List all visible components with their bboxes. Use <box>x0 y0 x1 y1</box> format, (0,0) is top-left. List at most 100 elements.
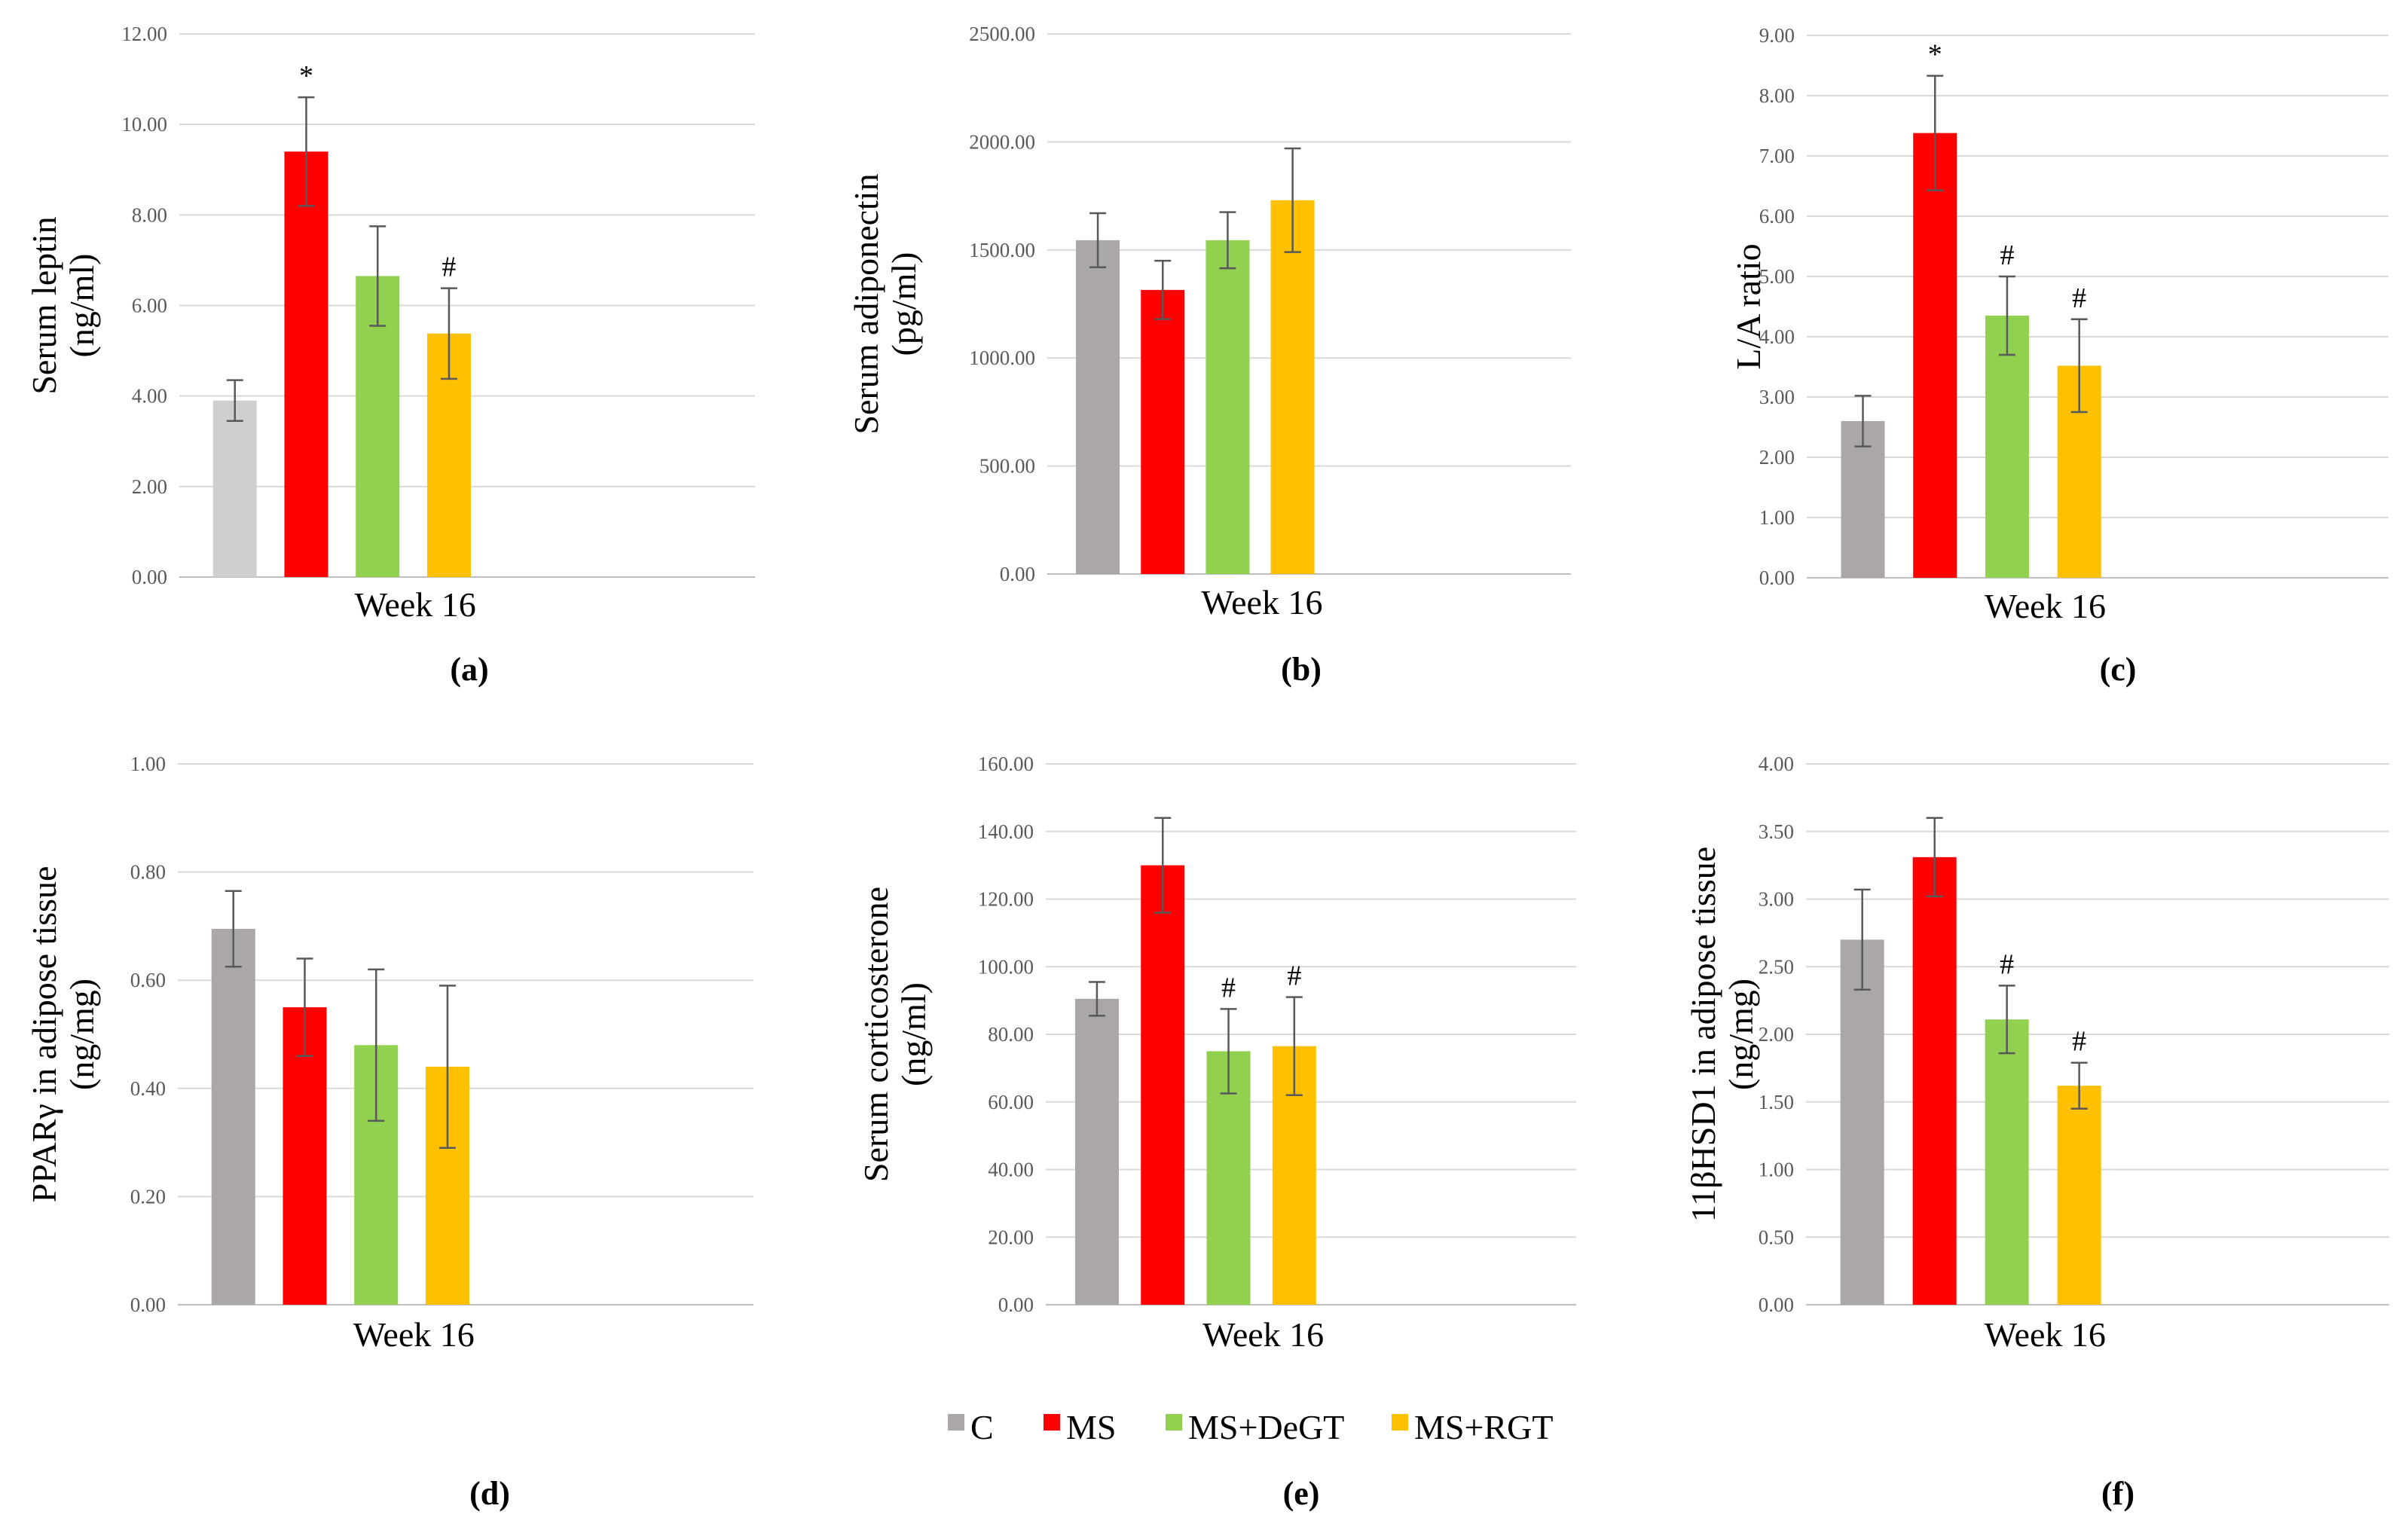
y-tick-label: 2000.00 <box>969 130 1035 153</box>
y-tick-label: 3.00 <box>1759 386 1795 408</box>
chart-panel-1: 0.00 500.00 1000.00 1500.00 2000.00 2500.00 We… <box>847 23 1571 688</box>
y-tick-label: 0.00 <box>132 566 167 588</box>
bar-ms <box>1913 133 1957 579</box>
y-tick-label: 2.00 <box>1759 1023 1794 1046</box>
y-axis-label: (ng/ml) <box>894 982 933 1086</box>
legend: C MS MS+DeGT MS+RGT <box>948 1408 1553 1446</box>
y-tick-label: 2.00 <box>132 475 167 498</box>
y-tick-label: 4.00 <box>1759 325 1795 348</box>
y-tick-label: 1.50 <box>1759 1091 1794 1113</box>
y-tick-label: 0.00 <box>1000 563 1035 585</box>
y-tick-label: 0.00 <box>130 1293 166 1316</box>
x-axis-label: Week 16 <box>353 1315 475 1354</box>
legend-label: MS+RGT <box>1414 1408 1553 1446</box>
bar-c <box>1076 240 1120 574</box>
y-tick-label: 3.50 <box>1759 820 1794 843</box>
y-tick-label: 0.20 <box>130 1185 166 1208</box>
y-tick-label: 0.00 <box>998 1293 1034 1316</box>
y-tick-label: 6.00 <box>1759 205 1795 228</box>
chart-panel-3: 0.00 0.20 0.40 0.60 0.80 1.00 Week 16 PPARγ in … <box>25 753 753 1512</box>
significance-mark: # <box>2072 282 2086 314</box>
y-tick-label: 12.00 <box>121 23 167 45</box>
panel-label: (b) <box>1281 651 1322 688</box>
significance-mark: # <box>2000 948 2014 980</box>
y-axis-label: (pg/ml) <box>885 252 923 356</box>
y-tick-label: 10.00 <box>121 113 167 136</box>
y-axis-label: Serum corticosterone <box>857 887 895 1182</box>
y-axis-label: 11βHSD1 in adipose tissue <box>1684 847 1722 1222</box>
y-axis-label: (ng/mg) <box>1722 979 1760 1090</box>
y-tick-label: 1500.00 <box>969 239 1035 261</box>
y-tick-label: 2.00 <box>1759 446 1795 469</box>
y-tick-label: 0.00 <box>1759 1293 1794 1316</box>
y-tick-label: 160.00 <box>978 753 1034 775</box>
y-tick-label: 100.00 <box>978 955 1034 978</box>
bar-c <box>1840 939 1884 1305</box>
y-axis-label: Serum adiponectin <box>847 173 885 434</box>
y-tick-label: 20.00 <box>988 1226 1034 1248</box>
y-axis-label: (ng/mg) <box>63 979 101 1090</box>
y-axis-label: Serum leptin <box>25 216 63 394</box>
y-axis-label: (ng/ml) <box>63 254 101 358</box>
chart-panel-5: 0.00 0.50 1.00 1.50 2.00 2.50 3.00 3.50 4.00 # # We… <box>1684 753 2389 1512</box>
significance-mark: # <box>2000 240 2014 271</box>
y-tick-label: 0.00 <box>1759 566 1795 589</box>
y-tick-label: 8.00 <box>132 203 167 226</box>
y-tick-label: 1000.00 <box>969 347 1035 369</box>
y-tick-label: 2500.00 <box>969 23 1035 45</box>
panel-label: (d) <box>469 1475 510 1512</box>
bar-ms <box>1141 865 1185 1305</box>
significance-mark: # <box>1287 960 1301 992</box>
y-axis-label: L/A ratio <box>1729 243 1768 369</box>
chart-panel-2: 0.00 1.00 2.00 3.00 4.00 5.00 6.00 7.00 8.00 9.00… <box>1729 24 2388 688</box>
y-tick-label: 9.00 <box>1759 24 1795 47</box>
y-tick-label: 0.40 <box>130 1077 166 1100</box>
y-tick-label: 120.00 <box>978 888 1034 911</box>
significance-mark: # <box>442 252 456 283</box>
y-tick-label: 140.00 <box>978 820 1034 843</box>
bar-ms <box>1141 289 1185 574</box>
legend-swatch <box>1166 1414 1182 1431</box>
y-tick-label: 5.00 <box>1759 265 1795 288</box>
y-tick-label: 6.00 <box>132 295 167 317</box>
significance-mark: * <box>1928 39 1942 71</box>
legend-swatch <box>1392 1414 1408 1431</box>
significance-mark: # <box>2072 1026 2086 1058</box>
y-tick-label: 40.00 <box>988 1159 1034 1181</box>
x-axis-label: Week 16 <box>1985 587 2106 625</box>
x-axis-label: Week 16 <box>1202 1315 1324 1354</box>
panel-label: (c) <box>2100 651 2137 688</box>
y-tick-label: 1.00 <box>130 753 166 775</box>
bar-ms-degt <box>1985 1019 2029 1305</box>
y-tick-label: 60.00 <box>988 1091 1034 1113</box>
y-tick-label: 3.00 <box>1759 888 1794 911</box>
bar-c <box>1074 998 1119 1305</box>
bar-ms <box>284 151 329 577</box>
panels: 0.00 2.00 4.00 6.00 8.00 10.00 12.00 * # Week 16 S… <box>25 23 2389 1512</box>
panel-label: (a) <box>450 651 488 688</box>
y-axis-label: PPARγ in adipose tissue <box>25 866 63 1203</box>
significance-mark: * <box>299 60 313 92</box>
bar-ms-degt <box>1985 316 2029 578</box>
y-tick-label: 1.00 <box>1759 1159 1794 1181</box>
legend-swatch <box>948 1414 964 1431</box>
y-tick-label: 80.00 <box>988 1023 1034 1046</box>
x-axis-label: Week 16 <box>355 585 476 624</box>
chart-panel-0: 0.00 2.00 4.00 6.00 8.00 10.00 12.00 * # Week 16 S… <box>25 23 755 688</box>
legend-label: MS+DeGT <box>1188 1408 1344 1446</box>
y-tick-label: 2.50 <box>1759 955 1794 978</box>
y-tick-label: 0.60 <box>130 969 166 991</box>
y-tick-label: 0.80 <box>130 861 166 884</box>
bar-ms-rgt <box>1270 200 1315 574</box>
panel-label: (f) <box>2101 1475 2135 1512</box>
y-tick-label: 7.00 <box>1759 145 1795 167</box>
significance-mark: # <box>1221 972 1236 1003</box>
y-tick-label: 1.00 <box>1759 506 1795 529</box>
y-tick-label: 500.00 <box>979 455 1035 478</box>
bar-ms <box>1912 857 1957 1305</box>
y-tick-label: 0.50 <box>1759 1226 1794 1248</box>
legend-swatch <box>1044 1414 1060 1431</box>
panel-label: (e) <box>1283 1475 1320 1512</box>
bar-c <box>211 928 255 1305</box>
